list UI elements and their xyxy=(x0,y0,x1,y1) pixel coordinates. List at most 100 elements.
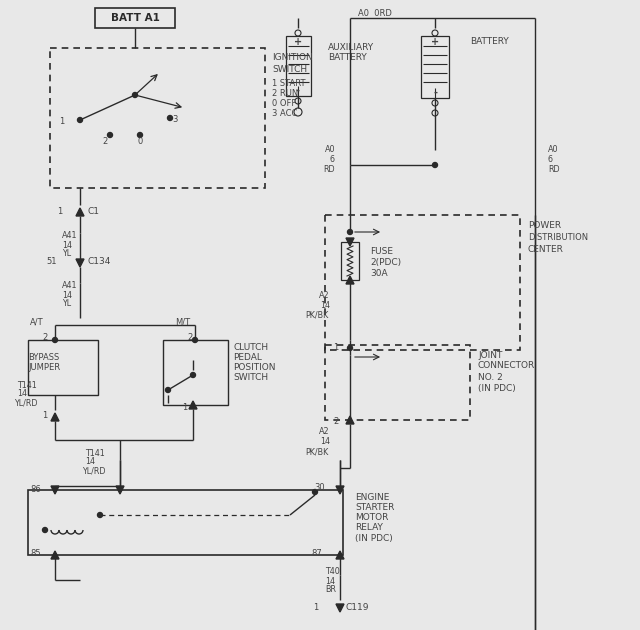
Text: CLUTCH: CLUTCH xyxy=(233,343,268,353)
Text: T141: T141 xyxy=(85,449,105,457)
Text: MOTOR: MOTOR xyxy=(355,513,388,522)
Text: JOINT: JOINT xyxy=(478,350,502,360)
Text: POSITION: POSITION xyxy=(233,364,275,372)
Text: 1: 1 xyxy=(60,118,65,127)
Circle shape xyxy=(166,387,170,392)
Bar xyxy=(421,36,449,98)
Text: 1: 1 xyxy=(333,343,339,352)
Polygon shape xyxy=(346,276,354,284)
Text: 6: 6 xyxy=(330,156,335,164)
Text: 51: 51 xyxy=(47,258,57,266)
Text: 6: 6 xyxy=(548,156,553,164)
Text: YL: YL xyxy=(62,249,71,258)
Text: A2: A2 xyxy=(319,428,330,437)
Text: C1: C1 xyxy=(88,207,100,215)
Text: 3 ACC: 3 ACC xyxy=(272,108,298,118)
Bar xyxy=(28,490,343,555)
Bar xyxy=(95,8,175,28)
Polygon shape xyxy=(346,416,354,424)
Circle shape xyxy=(52,338,58,343)
Text: 0 OFF: 0 OFF xyxy=(272,98,296,108)
Text: C134: C134 xyxy=(88,258,111,266)
Text: 14: 14 xyxy=(325,576,335,585)
Text: A2: A2 xyxy=(319,290,330,299)
Text: NO. 2: NO. 2 xyxy=(478,372,503,382)
Text: 1: 1 xyxy=(313,602,318,612)
Text: CENTER: CENTER xyxy=(528,244,564,253)
Text: C119: C119 xyxy=(345,602,369,612)
Polygon shape xyxy=(336,604,344,612)
Text: 14: 14 xyxy=(62,290,72,299)
Text: POWER: POWER xyxy=(528,220,561,229)
Polygon shape xyxy=(336,551,344,559)
Text: 14: 14 xyxy=(85,457,95,466)
Text: BATT A1: BATT A1 xyxy=(111,13,159,23)
Text: SWITCH: SWITCH xyxy=(233,374,268,382)
Text: A41: A41 xyxy=(62,282,77,290)
Text: 14: 14 xyxy=(17,389,27,399)
Circle shape xyxy=(191,372,195,377)
Circle shape xyxy=(42,527,47,532)
Polygon shape xyxy=(76,208,84,216)
Text: 0: 0 xyxy=(138,137,143,147)
Text: 86: 86 xyxy=(30,484,41,493)
Polygon shape xyxy=(51,551,59,559)
Text: (IN PDC): (IN PDC) xyxy=(478,384,516,392)
Text: 14: 14 xyxy=(320,301,330,309)
Text: BATTERY: BATTERY xyxy=(470,38,509,47)
Text: 2: 2 xyxy=(102,137,108,147)
Text: (IN PDC): (IN PDC) xyxy=(355,534,393,542)
Text: 14: 14 xyxy=(320,437,330,447)
Text: 3: 3 xyxy=(172,115,178,125)
Text: AUXILIARY: AUXILIARY xyxy=(328,43,374,52)
Bar xyxy=(325,345,470,420)
Text: BR: BR xyxy=(325,585,336,595)
Text: 2(PDC): 2(PDC) xyxy=(370,258,401,268)
Polygon shape xyxy=(336,486,344,494)
Text: T40: T40 xyxy=(325,568,340,576)
Text: 2: 2 xyxy=(42,333,47,341)
Circle shape xyxy=(132,93,138,98)
Text: -: - xyxy=(433,88,437,98)
Circle shape xyxy=(138,132,143,137)
Text: 1 START: 1 START xyxy=(272,79,305,88)
Text: RD: RD xyxy=(548,166,559,175)
Circle shape xyxy=(97,512,102,517)
Bar xyxy=(163,340,228,405)
Text: PEDAL: PEDAL xyxy=(233,353,262,362)
Text: +: + xyxy=(294,37,302,47)
Text: 30: 30 xyxy=(314,483,325,493)
Text: 87: 87 xyxy=(311,549,322,559)
Text: -: - xyxy=(296,86,300,96)
Text: PK/BK: PK/BK xyxy=(305,447,328,457)
Text: RD: RD xyxy=(323,166,335,175)
Circle shape xyxy=(433,163,438,168)
Bar xyxy=(325,215,520,350)
Circle shape xyxy=(108,132,113,137)
Text: YL/RD: YL/RD xyxy=(14,399,38,408)
Text: T141: T141 xyxy=(17,381,36,389)
Text: FUSE: FUSE xyxy=(370,248,393,256)
Circle shape xyxy=(348,345,353,350)
Polygon shape xyxy=(189,401,197,409)
Text: PK/BK: PK/BK xyxy=(305,311,328,319)
Text: 2 RUN: 2 RUN xyxy=(272,88,298,98)
Circle shape xyxy=(312,490,317,495)
Polygon shape xyxy=(76,259,84,267)
Polygon shape xyxy=(51,486,59,494)
Text: 1: 1 xyxy=(42,411,47,420)
Text: ENGINE: ENGINE xyxy=(355,493,389,503)
Text: A0: A0 xyxy=(324,146,335,154)
Circle shape xyxy=(348,229,353,234)
Bar xyxy=(28,340,98,395)
Text: DISTRIBUTION: DISTRIBUTION xyxy=(528,232,588,241)
Text: YL/RD: YL/RD xyxy=(82,466,106,476)
Bar xyxy=(341,242,359,280)
Text: 1: 1 xyxy=(182,403,188,413)
Text: A0  0RD: A0 0RD xyxy=(358,8,392,18)
Text: A0: A0 xyxy=(548,146,559,154)
Polygon shape xyxy=(346,238,354,246)
Text: 2: 2 xyxy=(188,333,193,341)
Text: CONNECTOR: CONNECTOR xyxy=(478,362,535,370)
Text: +: + xyxy=(431,37,439,47)
